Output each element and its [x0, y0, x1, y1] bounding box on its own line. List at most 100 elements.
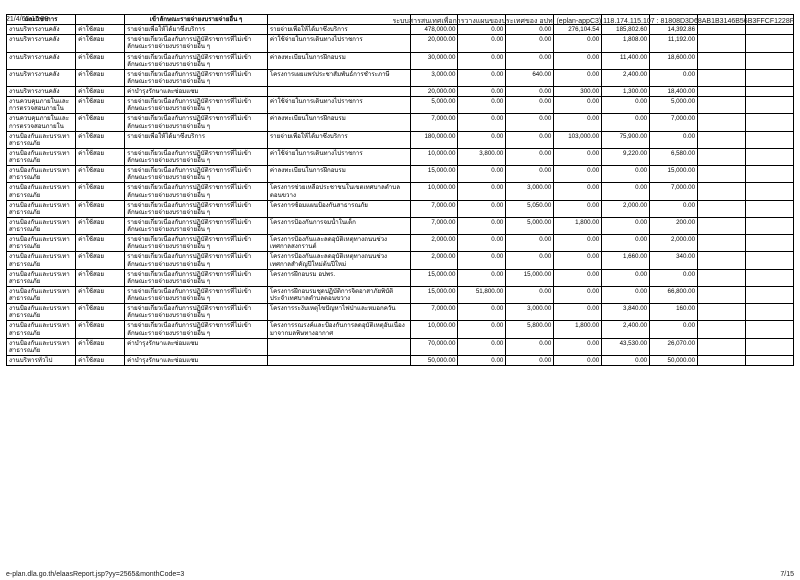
- cell-text: งานป้องกันและบรรเทาสาธารณภัย: [7, 200, 76, 217]
- cell-text: งานป้องกันและบรรเทาสาธารณภัย: [7, 321, 76, 338]
- cell-text: โครงการป้องกันและลดอุบัติเหตุทางถนนช่วงเ…: [267, 252, 410, 269]
- cell-text: โครงการช่วยเหลือประชาชนในเขตเทศบาลตำบลดอ…: [267, 183, 410, 200]
- cell-number: 0.00: [458, 87, 506, 97]
- table-row: งานบริหารงานคลังค่าใช้สอยรายจ่ายเกี่ยวเน…: [7, 35, 794, 52]
- cell-number: 0.00: [602, 355, 650, 365]
- cell-number: 5,000.00: [506, 217, 554, 234]
- cell-number: 340.00: [650, 252, 698, 269]
- cell-number: [698, 269, 746, 286]
- cell-number: 10,000.00: [410, 183, 458, 200]
- cell-number: 20,000.00: [410, 35, 458, 52]
- cell-number: 0.00: [650, 200, 698, 217]
- cell-text: [267, 355, 410, 365]
- cell-text: ค่าใช้สอย: [76, 321, 125, 338]
- cell-text: งานป้องกันและบรรเทาสาธารณภัย: [7, 131, 76, 148]
- cell-text: ค่าใช้สอย: [76, 235, 125, 252]
- cell-number: 0.00: [458, 183, 506, 200]
- cell-number: 20,000.00: [410, 87, 458, 97]
- cell-number: 0.00: [506, 166, 554, 183]
- cell-text: ค่าใช้สอย: [76, 217, 125, 234]
- cell-text: ค่าใช้สอย: [76, 200, 125, 217]
- cell-number: [745, 131, 793, 148]
- cell-number: 26,070.00: [650, 338, 698, 355]
- cell-number: 7,000.00: [650, 114, 698, 131]
- cell-number: [698, 87, 746, 97]
- cell-text: ค่าบำรุงรักษาและซ่อมแซม: [125, 87, 268, 97]
- cell-text: งานป้องกันและบรรเทาสาธารณภัย: [7, 166, 76, 183]
- cell-text: ค่าใช้สอย: [76, 87, 125, 97]
- cell-number: 0.00: [602, 286, 650, 303]
- cell-number: 0.00: [554, 235, 602, 252]
- cell-number: 3,000.00: [506, 304, 554, 321]
- cell-number: 0.00: [650, 269, 698, 286]
- cell-text: งานบริหารงานคลัง: [7, 52, 76, 69]
- cell-text: รายจ่ายเกี่ยวเนื่องกับการปฏิบัติราชการที…: [125, 235, 268, 252]
- cell-number: [745, 114, 793, 131]
- cell-number: 0.00: [458, 355, 506, 365]
- cell-number: 15,000.00: [506, 269, 554, 286]
- cell-number: 2,000.00: [602, 200, 650, 217]
- cell-text: งานบริหารงานคลัง: [7, 69, 76, 86]
- cell-number: 18,400.00: [650, 87, 698, 97]
- cell-text: รายจ่ายเกี่ยวเนื่องกับการปฏิบัติราชการที…: [125, 200, 268, 217]
- cell-text: งานบริหารทั่วไป: [7, 355, 76, 365]
- footer-page: 7/15: [780, 571, 794, 578]
- cell-text: ค่าลงทะเบียนในการฝึกอบรม: [267, 166, 410, 183]
- cell-number: 5,000.00: [410, 97, 458, 114]
- cell-number: 66,800.00: [650, 286, 698, 303]
- cell-number: 2,400.00: [602, 321, 650, 338]
- cell-number: 0.00: [554, 114, 602, 131]
- cell-text: ค่าใช้สอย: [76, 252, 125, 269]
- cell-number: 0.00: [554, 183, 602, 200]
- cell-number: 7,000.00: [410, 217, 458, 234]
- cell-number: 0.00: [506, 235, 554, 252]
- cell-number: [698, 355, 746, 365]
- cell-number: 5,050.00: [506, 200, 554, 217]
- cell-number: 7,000.00: [410, 304, 458, 321]
- cell-number: 0.00: [602, 235, 650, 252]
- footer-url: e-plan.dla.go.th/elaasReport.jsp?yy=2565…: [6, 571, 184, 578]
- cell-number: 1,660.00: [602, 252, 650, 269]
- cell-number: 2,000.00: [410, 235, 458, 252]
- cell-number: [745, 252, 793, 269]
- cell-text: ค่าใช้สอย: [76, 166, 125, 183]
- cell-number: 0.00: [554, 338, 602, 355]
- table-row: งานป้องกันและบรรเทาสาธารณภัยค่าใช้สอยราย…: [7, 217, 794, 234]
- cell-text: งานควบคุมภายในและการตรวจสอบภายใน: [7, 114, 76, 131]
- cell-text: งานป้องกันและบรรเทาสาธารณภัย: [7, 304, 76, 321]
- cell-text: ค่าใช้สอย: [76, 355, 125, 365]
- table-row: งานบริหารทั่วไปค่าใช้สอยค่าบำรุงรักษาและ…: [7, 355, 794, 365]
- table-row: งานป้องกันและบรรเทาสาธารณภัยค่าใช้สอยราย…: [7, 252, 794, 269]
- cell-text: งานป้องกันและบรรเทาสาธารณภัย: [7, 183, 76, 200]
- cell-text: ค่าใช้สอย: [76, 269, 125, 286]
- table-row: งานป้องกันและบรรเทาสาธารณภัยค่าใช้สอยราย…: [7, 131, 794, 148]
- cell-number: 9,220.00: [602, 148, 650, 165]
- cell-text: รายจ่ายเกี่ยวเนื่องกับการปฏิบัติราชการที…: [125, 69, 268, 86]
- cell-text: ค่าใช้สอย: [76, 97, 125, 114]
- cell-text: งานป้องกันและบรรเทาสาธารณภัย: [7, 148, 76, 165]
- cell-number: 5,000.00: [650, 97, 698, 114]
- cell-number: 0.00: [458, 304, 506, 321]
- cell-number: 2,400.00: [602, 69, 650, 86]
- cell-number: [745, 148, 793, 165]
- cell-number: [745, 235, 793, 252]
- cell-text: งานป้องกันและบรรเทาสาธารณภัย: [7, 217, 76, 234]
- cell-text: ค่าใช้สอย: [76, 183, 125, 200]
- cell-text: รายจ่ายเกี่ยวเนื่องกับการปฏิบัติราชการที…: [125, 269, 268, 286]
- cell-number: [698, 235, 746, 252]
- cell-number: 3,000.00: [506, 183, 554, 200]
- cell-number: [698, 321, 746, 338]
- cell-text: ค่าใช้จ่ายในการเดินทางไปราชการ: [267, 148, 410, 165]
- cell-number: 3,000.00: [410, 69, 458, 86]
- table-row: งานป้องกันและบรรเทาสาธารณภัยค่าใช้สอยราย…: [7, 183, 794, 200]
- cell-text: งานป้องกันและบรรเทาสาธารณภัย: [7, 269, 76, 286]
- cell-number: 10,000.00: [410, 148, 458, 165]
- cell-text: งานบริหารงานคลัง: [7, 35, 76, 52]
- cell-text: รายจ่ายเกี่ยวเนื่องกับการปฏิบัติราชการที…: [125, 52, 268, 69]
- cell-number: 0.00: [650, 69, 698, 86]
- cell-text: โครงการป้องกันการจมน้ำในเด็ก: [267, 217, 410, 234]
- cell-number: [745, 338, 793, 355]
- cell-text: งานบริหารงานคลัง: [7, 87, 76, 97]
- cell-number: [745, 69, 793, 86]
- cell-number: [745, 166, 793, 183]
